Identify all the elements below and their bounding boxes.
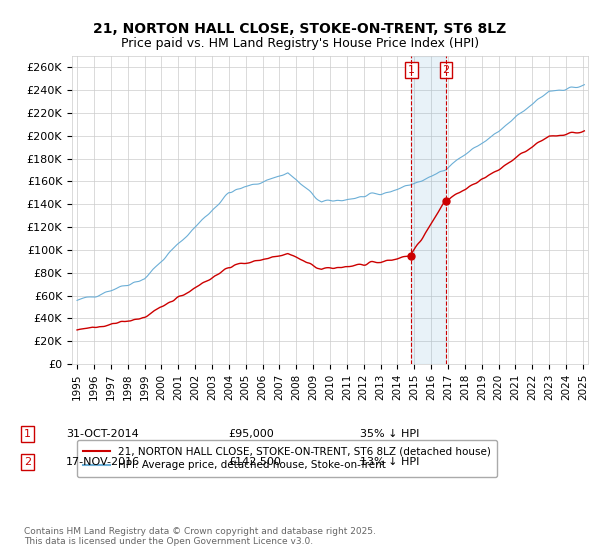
Legend: 21, NORTON HALL CLOSE, STOKE-ON-TRENT, ST6 8LZ (detached house), HPI: Average pr: 21, NORTON HALL CLOSE, STOKE-ON-TRENT, S… — [77, 440, 497, 477]
Text: 21, NORTON HALL CLOSE, STOKE-ON-TRENT, ST6 8LZ: 21, NORTON HALL CLOSE, STOKE-ON-TRENT, S… — [94, 22, 506, 36]
Text: £95,000: £95,000 — [228, 429, 274, 439]
Text: 2: 2 — [442, 65, 449, 75]
Text: 31-OCT-2014: 31-OCT-2014 — [66, 429, 139, 439]
Text: 2: 2 — [24, 457, 31, 467]
Text: 1: 1 — [408, 65, 415, 75]
Text: 35% ↓ HPI: 35% ↓ HPI — [360, 429, 419, 439]
Text: Contains HM Land Registry data © Crown copyright and database right 2025.
This d: Contains HM Land Registry data © Crown c… — [24, 526, 376, 546]
Text: Price paid vs. HM Land Registry's House Price Index (HPI): Price paid vs. HM Land Registry's House … — [121, 38, 479, 50]
Text: 1: 1 — [24, 429, 31, 439]
Text: 13% ↓ HPI: 13% ↓ HPI — [360, 457, 419, 467]
Text: £142,500: £142,500 — [228, 457, 281, 467]
Text: 17-NOV-2016: 17-NOV-2016 — [66, 457, 140, 467]
Bar — [412, 56, 446, 364]
